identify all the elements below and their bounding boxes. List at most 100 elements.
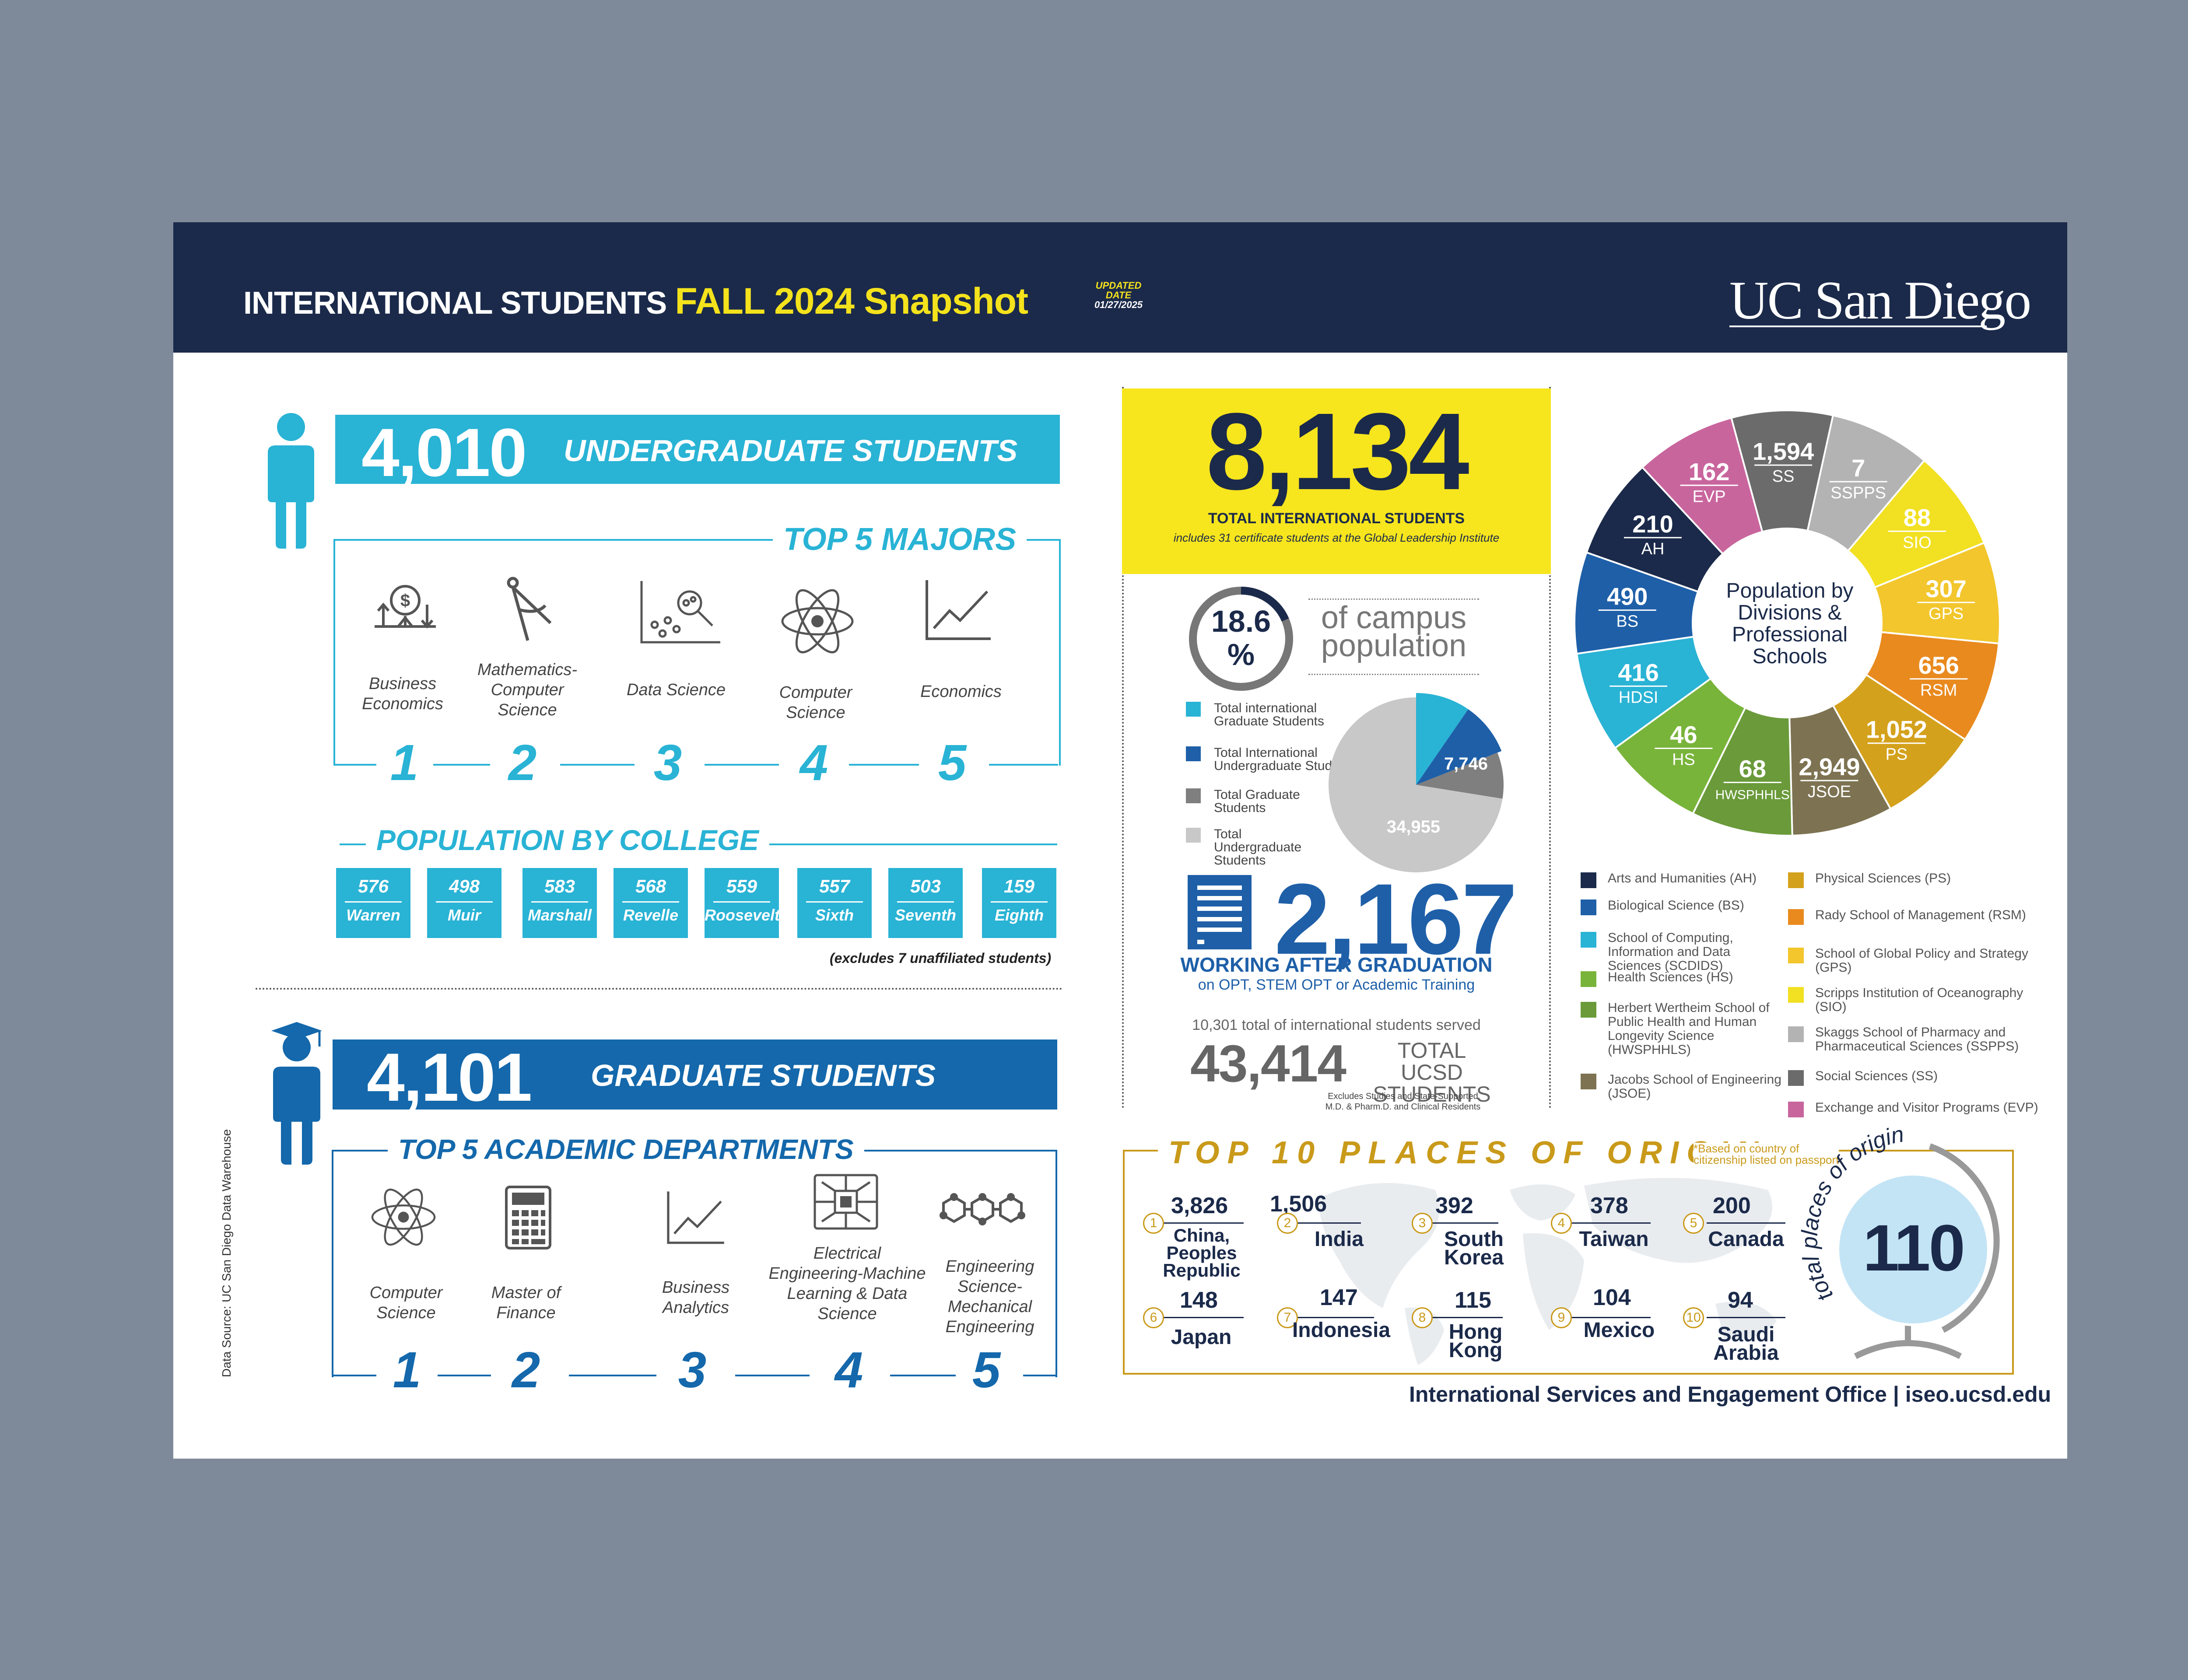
dotted-rule: [1308, 598, 1479, 600]
rank-connector: [335, 764, 376, 766]
origin-rank-10: 10: [1683, 1307, 1704, 1328]
donut-abbr-hwsphhls: HWSPHHLS: [1715, 788, 1790, 802]
division-legend-swatch: [1788, 1102, 1804, 1117]
division-legend-swatch: [1581, 932, 1596, 948]
donut-abbr-hdsi: HDSI: [1619, 688, 1659, 707]
total-sub: includes 31 certificate students at the …: [1173, 531, 1500, 544]
compass-icon: [507, 577, 552, 641]
division-legend-swatch: [1788, 948, 1804, 963]
division-legend-swatch: [1788, 909, 1804, 925]
donut-value-sspps: 7: [1851, 454, 1865, 482]
atom-icon: [781, 589, 854, 654]
origin-count-5: 200: [1713, 1193, 1751, 1218]
origin-count-7: 147: [1320, 1285, 1358, 1310]
origin-count-8: 115: [1455, 1288, 1491, 1313]
donut-abbr-hs: HS: [1672, 751, 1695, 769]
total-label: TOTAL INTERNATIONAL STUDENTS: [1208, 510, 1465, 527]
line-chart-icon: [926, 580, 991, 640]
college-note: (excludes 7 unaffiliated students): [830, 950, 1052, 966]
dept-label-3: Business Analytics: [662, 1278, 730, 1317]
undergrad-label: UNDERGRADUATE STUDENTS: [564, 434, 1018, 468]
svg-text:$: $: [400, 591, 410, 610]
rank-connector: [333, 1375, 376, 1376]
origin-arc-label: total places of origin: [1799, 1121, 1906, 1306]
atom-icon: [371, 1188, 436, 1246]
division-legend-label: Jacobs School of Engineering (JSOE): [1608, 1072, 1781, 1101]
donut-value-jsoe: 2,949: [1799, 753, 1860, 780]
origin-name-7: Indonesia: [1292, 1319, 1391, 1342]
dept-rank-1: 1: [393, 1341, 421, 1398]
percent-ring: [1189, 587, 1293, 691]
percent-value: 18.6%: [1211, 604, 1271, 672]
donut-value-bs: 490: [1607, 583, 1648, 610]
origin-underline: [1572, 1317, 1651, 1318]
rank-connector: [560, 764, 635, 766]
ucsd-note: Excludes Studies and State-Supported M.D.…: [1325, 1092, 1481, 1112]
total-places-value: 110: [1863, 1211, 1965, 1284]
legend-swatch-grad: [1186, 788, 1201, 803]
major-label-4: Computer Science: [779, 683, 852, 722]
origin-name-4: Taiwan: [1579, 1228, 1649, 1251]
donut-abbr-bs: BS: [1616, 612, 1638, 631]
donut-center: [1693, 528, 1882, 718]
donut-abbr-ss: SS: [1772, 467, 1795, 486]
world-map-graphic: [1317, 1178, 1777, 1365]
division-legend-label: Health Sciences (HS): [1608, 970, 1733, 984]
origin-underline: [1161, 1317, 1244, 1318]
donut-value-ss: 1,594: [1753, 438, 1814, 465]
dept-rank-3: 3: [678, 1341, 707, 1398]
business-economics-icon: $: [375, 585, 436, 629]
division-legend-label: Herbert Wertheim School of Public Health…: [1608, 1001, 1770, 1057]
data-science-icon: [640, 581, 720, 644]
origin-count-10: 94: [1728, 1288, 1753, 1313]
line-chart-icon: [667, 1191, 724, 1244]
middle-right-border: [1549, 387, 1551, 1109]
campus-grad-label: 7,746: [1444, 754, 1488, 774]
origin-count-2: 1,506: [1270, 1191, 1327, 1217]
division-legend-swatch: [1788, 872, 1804, 888]
college-marshall: 583 Marshall: [522, 868, 597, 938]
rank-connector: [569, 1375, 656, 1376]
legend-ug: Total Undergraduate Students: [1214, 827, 1302, 868]
division-legend-swatch: [1581, 900, 1596, 915]
major-label-5: Economics: [920, 682, 1002, 701]
origin-rank-4: 4: [1551, 1213, 1572, 1234]
total-panel: [1122, 388, 1551, 574]
rank-connector: [735, 1375, 810, 1376]
division-legend-swatch: [1581, 1002, 1596, 1018]
served-text: 10,301 total of international students s…: [1192, 1017, 1481, 1033]
donut-abbr-evp: EVP: [1693, 487, 1726, 506]
dept-rank-4: 4: [835, 1341, 863, 1398]
depts-title: TOP 5 ACADEMIC DEPARTMENTS: [388, 1133, 864, 1166]
origin-rank-1: 1: [1143, 1213, 1164, 1234]
origin-rank-7: 7: [1277, 1307, 1298, 1328]
donut-value-evp: 162: [1689, 458, 1729, 485]
donut-value-rsm: 656: [1918, 651, 1959, 679]
graduate-banner: [333, 1040, 1057, 1110]
rank-connector: [433, 764, 490, 766]
footer-office[interactable]: International Services and Engagement Of…: [1409, 1382, 2051, 1407]
college-title: POPULATION BY COLLEGE: [366, 823, 769, 857]
rank-connector: [438, 1375, 491, 1376]
college-roosevelt: 559 Roosevelt: [705, 868, 780, 938]
calculator-icon: [505, 1186, 551, 1250]
ucsd-label: TOTAL UCSD STUDENTS: [1373, 1038, 1491, 1106]
origin-underline: [1707, 1317, 1785, 1318]
section-divider: [256, 988, 1062, 990]
document-icon: [1188, 875, 1252, 949]
college-muir: 498 Muir: [427, 868, 501, 938]
division-legend-label: Exchange and Visitor Programs (EVP): [1815, 1100, 2038, 1115]
major-label-3: Data Science: [626, 681, 726, 699]
ucsd-logo: UC San Diego: [1729, 270, 2031, 330]
origin-underline: [1161, 1222, 1244, 1224]
major-rank-3: 3: [653, 734, 682, 791]
division-legend-label: Physical Sciences (PS): [1815, 871, 1951, 886]
division-legend-swatch: [1581, 971, 1596, 987]
logo-underline: [1729, 326, 1987, 327]
molecule-icon: [940, 1193, 1025, 1225]
donut-abbr-ps: PS: [1886, 746, 1908, 764]
campus-ug-label: 34,955: [1386, 817, 1441, 836]
legend-swatch-ug: [1186, 828, 1201, 843]
rank-connector: [705, 764, 779, 766]
division-legend-swatch: [1788, 987, 1804, 1003]
